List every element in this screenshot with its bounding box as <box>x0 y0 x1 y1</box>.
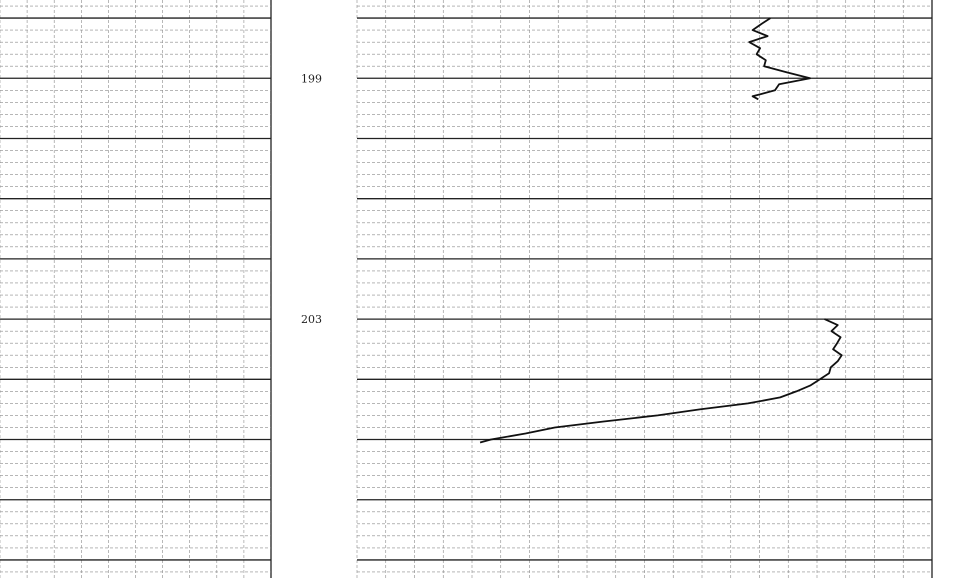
depth-label: 203 <box>301 313 322 326</box>
left-track-grid <box>0 0 271 578</box>
log-curve-segment <box>480 319 842 442</box>
depth-label: 199 <box>301 72 322 85</box>
right-track-grid <box>357 0 932 578</box>
depth-labels: 199 203 <box>301 72 322 326</box>
